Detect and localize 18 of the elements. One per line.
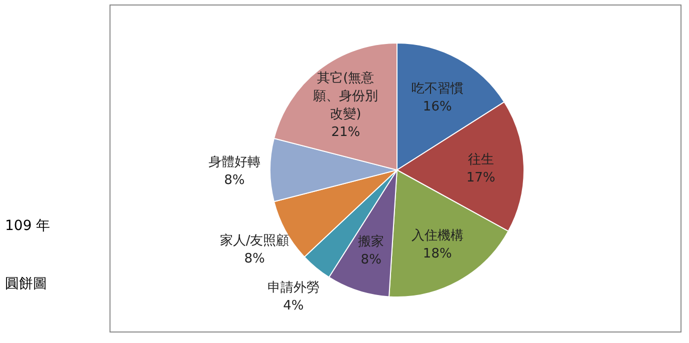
slice-label: 其它(無意願、身份別改變) <box>313 70 378 122</box>
text: 109 年 <box>5 218 50 234</box>
slice-label: 入住機構 <box>411 228 464 244</box>
slice-label: 家人/友照顧 <box>220 232 290 248</box>
data-label: 8% <box>360 252 382 268</box>
data-label: 18% <box>422 246 452 262</box>
data-label: 16% <box>422 100 452 115</box>
data-label: 21% <box>331 124 360 140</box>
slice-label: 搬家 <box>358 234 384 250</box>
data-label: 8% <box>244 251 265 266</box>
slice-label: 身體好轉 <box>208 155 260 170</box>
data-label: 8% <box>224 173 245 188</box>
slice-label: 吃不習慣 <box>411 82 464 97</box>
data-label: 17% <box>466 170 496 186</box>
slice-label: 申請外勞 <box>267 280 320 296</box>
data-label: 4% <box>283 298 304 314</box>
slice-label: 往生 <box>468 152 494 168</box>
text: 圓餅圖 <box>5 276 47 292</box>
